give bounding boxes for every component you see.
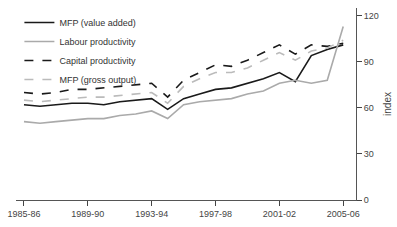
svg-text:1989-90: 1989-90 (71, 209, 104, 219)
svg-text:index: index (382, 92, 393, 116)
svg-text:60: 60 (364, 103, 374, 113)
svg-text:2005-06: 2005-06 (327, 209, 360, 219)
svg-text:1993-94: 1993-94 (135, 209, 168, 219)
svg-text:120: 120 (364, 11, 379, 21)
svg-text:30: 30 (364, 149, 374, 159)
svg-text:MFP (gross output): MFP (gross output) (59, 75, 136, 85)
svg-text:1985-86: 1985-86 (7, 209, 40, 219)
svg-text:90: 90 (364, 57, 374, 67)
svg-text:1997-98: 1997-98 (199, 209, 232, 219)
svg-text:Capital productivity: Capital productivity (59, 56, 136, 66)
svg-text:Labour productivity: Labour productivity (59, 37, 136, 47)
svg-text:0: 0 (364, 195, 369, 205)
svg-text:MFP (value added): MFP (value added) (59, 18, 135, 28)
svg-text:2001-02: 2001-02 (263, 209, 296, 219)
